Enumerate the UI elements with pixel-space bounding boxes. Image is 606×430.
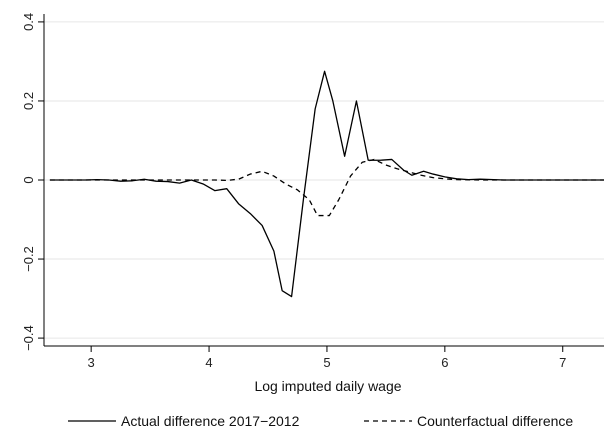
y-tick-label: 0.4 bbox=[21, 13, 36, 31]
x-tick-label: 4 bbox=[205, 355, 212, 370]
counterfactual-difference-line bbox=[49, 158, 604, 217]
x-tick-label: 5 bbox=[323, 355, 330, 370]
y-tick-label: −0.2 bbox=[21, 246, 36, 272]
legend: Actual difference 2017−2012 Counterfactu… bbox=[68, 413, 573, 429]
x-axis-title: Log imputed daily wage bbox=[254, 378, 401, 394]
legend-label-actual: Actual difference 2017−2012 bbox=[121, 413, 300, 429]
actual-difference-line bbox=[49, 70, 604, 298]
y-tick-label: 0.2 bbox=[21, 92, 36, 110]
y-tick-label: 0 bbox=[21, 176, 36, 183]
x-tick-label: 7 bbox=[559, 355, 566, 370]
x-tick-label: 3 bbox=[88, 355, 95, 370]
legend-label-counterfactual: Counterfactual difference bbox=[417, 413, 573, 429]
series-layer bbox=[49, 70, 604, 298]
x-tick-label: 6 bbox=[441, 355, 448, 370]
y-tick-label: −0.4 bbox=[21, 325, 36, 351]
axes-layer: −0.4 −0.2 0 0.2 0.4 3 4 5 6 7 bbox=[21, 13, 604, 370]
